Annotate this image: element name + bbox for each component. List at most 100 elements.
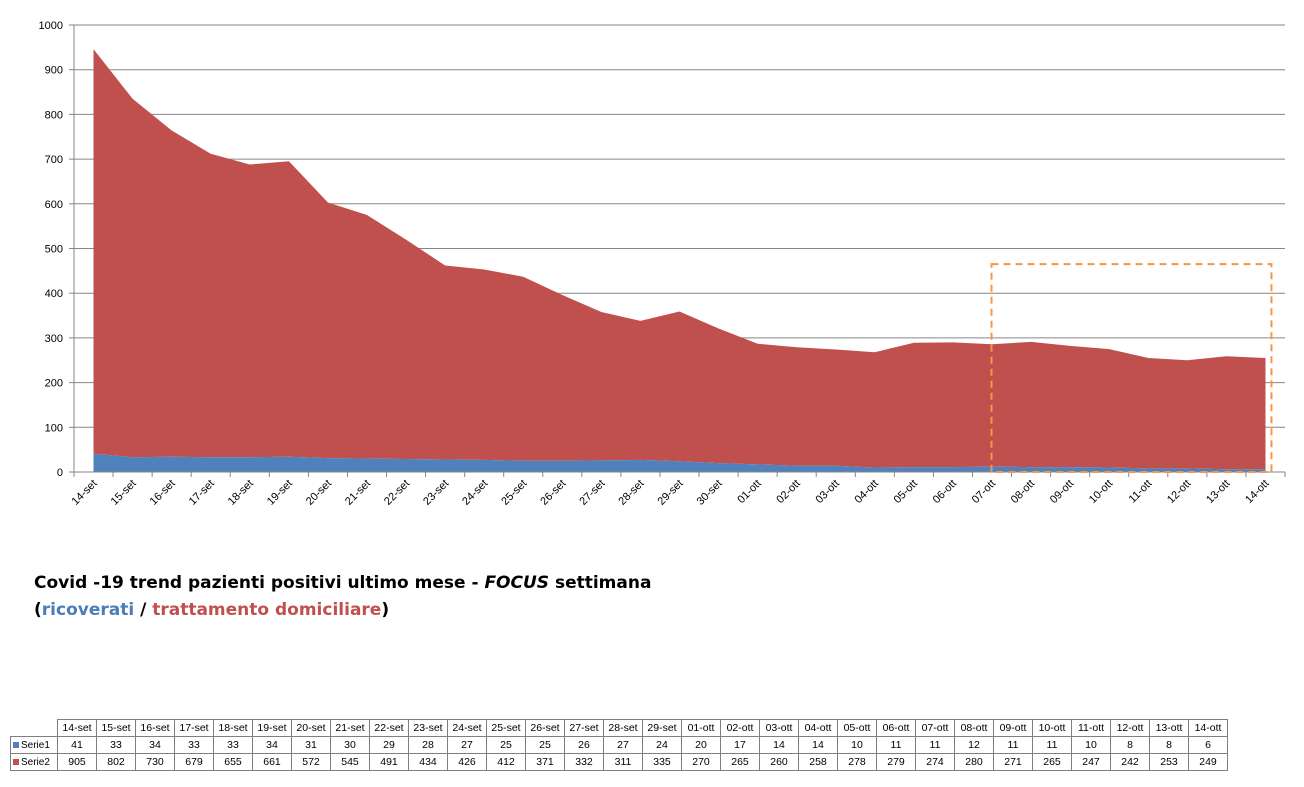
y-tick-label: 0 <box>57 467 63 479</box>
table-column-header: 03-ott <box>759 719 799 737</box>
caption-title-end: settimana <box>549 573 652 593</box>
table-cell: 655 <box>213 753 253 771</box>
table-column-header: 01-ott <box>681 719 721 737</box>
x-tick-label: 30-set <box>695 478 725 508</box>
x-tick-label: 14-ott <box>1243 478 1271 506</box>
table-cell: 332 <box>564 753 604 771</box>
caption-paren-open: ( <box>34 600 42 620</box>
x-tick-label: 04-ott <box>853 478 881 506</box>
area-chart: 0 100 200 300 400 500 600 700 800 900 1000 14-set 15… <box>39 20 1286 508</box>
table-cell: 412 <box>486 753 526 771</box>
table-cell: 802 <box>96 753 136 771</box>
legend-key-label: Serie2 <box>21 756 50 768</box>
table-cell: 11 <box>1032 736 1072 754</box>
x-tick-label: 19-set <box>265 478 295 508</box>
x-tick-label: 10-ott <box>1087 478 1115 506</box>
table-column-header: 06-ott <box>876 719 916 737</box>
table-cell: 253 <box>1149 753 1189 771</box>
series-serie2-area <box>93 49 1266 470</box>
x-tick-label: 25-set <box>499 478 529 508</box>
table-column-header: 23-set <box>408 719 448 737</box>
table-cell: 8 <box>1110 736 1150 754</box>
table-column-header: 14-ott <box>1188 719 1228 737</box>
table-cell: 274 <box>915 753 955 771</box>
table-column-header: 04-ott <box>798 719 838 737</box>
x-tick-label: 09-ott <box>1048 478 1076 506</box>
table-cell: 258 <box>798 753 838 771</box>
table-row-label: Serie1 <box>10 736 58 754</box>
y-tick-label: 1000 <box>39 20 63 32</box>
x-tick-label: 15-set <box>109 478 139 508</box>
caption-line-2: (ricoverati / trattamento domiciliare) <box>34 597 651 624</box>
table-column-header: 12-ott <box>1110 719 1150 737</box>
caption-trattamento: trattamento domiciliare <box>152 600 382 620</box>
table-cell: 426 <box>447 753 487 771</box>
table-column-header: 10-ott <box>1032 719 1072 737</box>
x-tick-label: 22-set <box>382 478 412 508</box>
table-cell: 280 <box>954 753 994 771</box>
table-cell: 31 <box>291 736 331 754</box>
table-column-header: 11-ott <box>1071 719 1111 737</box>
table-cell: 11 <box>915 736 955 754</box>
legend-key-label: Serie1 <box>21 739 50 751</box>
x-tick-label: 03-ott <box>813 478 841 506</box>
table-cell: 29 <box>369 736 409 754</box>
legend-key-swatch <box>13 758 19 765</box>
table-column-header: 20-set <box>291 719 331 737</box>
table-cell: 335 <box>642 753 682 771</box>
table-cell: 278 <box>837 753 877 771</box>
y-tick-label: 900 <box>45 65 63 77</box>
table-cell: 8 <box>1149 736 1189 754</box>
table-cell: 33 <box>96 736 136 754</box>
table-cell: 14 <box>798 736 838 754</box>
y-tick-label: 100 <box>45 422 63 434</box>
x-tick-label: 24-set <box>460 478 490 508</box>
y-tick-label: 500 <box>45 244 63 256</box>
table-cell: 491 <box>369 753 409 771</box>
table-cell: 30 <box>330 736 370 754</box>
x-tick-label: 02-ott <box>774 478 802 506</box>
table-column-header: 22-set <box>369 719 409 737</box>
table-cell: 6 <box>1188 736 1228 754</box>
focus-box <box>990 263 1273 473</box>
table-cell: 545 <box>330 753 370 771</box>
y-tick-label: 700 <box>45 154 63 166</box>
table-cell: 905 <box>57 753 97 771</box>
x-tick-label: 20-set <box>304 478 334 508</box>
table-cell: 242 <box>1110 753 1150 771</box>
table-cell: 12 <box>954 736 994 754</box>
table-cell: 25 <box>525 736 565 754</box>
x-tick-label: 11-ott <box>1127 478 1155 506</box>
table-column-header: 17-set <box>174 719 214 737</box>
table-cell: 311 <box>603 753 643 771</box>
x-tick-label: 01-ott <box>735 478 763 506</box>
caption-focus-word: FOCUS <box>484 573 550 593</box>
table-column-header: 19-set <box>252 719 292 737</box>
x-tick-label: 21-set <box>343 478 373 508</box>
table-cell: 25 <box>486 736 526 754</box>
x-tick-label: 13-ott <box>1204 478 1232 506</box>
table-cell: 661 <box>252 753 292 771</box>
table-column-header: 18-set <box>213 719 253 737</box>
table-column-header: 13-ott <box>1149 719 1189 737</box>
table-column-header: 15-set <box>96 719 136 737</box>
chart-caption: Covid -19 trend pazienti positivi ultimo… <box>34 570 651 624</box>
y-tick-label: 200 <box>45 378 63 390</box>
table-corner <box>10 719 58 737</box>
table-cell: 265 <box>1032 753 1072 771</box>
table-cell: 279 <box>876 753 916 771</box>
table-cell: 34 <box>252 736 292 754</box>
table-column-header: 05-ott <box>837 719 877 737</box>
table-row: Serie1 41 33 34 33 33 34 31 30 29 28 27 25 25 26 27 24 20… <box>10 736 1228 754</box>
legend-key-swatch <box>13 741 19 748</box>
x-tick-label: 12-ott <box>1165 478 1193 506</box>
table-cell: 730 <box>135 753 175 771</box>
x-tick-label: 16-set <box>148 478 178 508</box>
y-tick-label: 800 <box>45 109 63 121</box>
table-column-header: 16-set <box>135 719 175 737</box>
table-cell: 28 <box>408 736 448 754</box>
table-cell: 271 <box>993 753 1033 771</box>
table-column-header: 08-ott <box>954 719 994 737</box>
table-cell: 10 <box>837 736 877 754</box>
x-tick-label: 08-ott <box>1009 478 1037 506</box>
